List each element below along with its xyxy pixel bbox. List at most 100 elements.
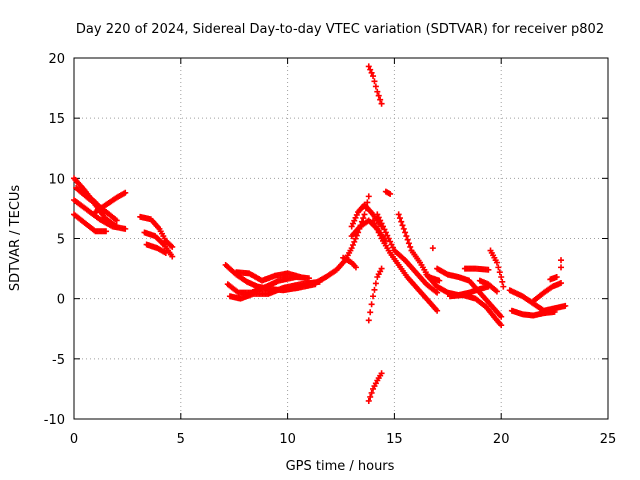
y-tick-label: -5: [52, 353, 65, 368]
data-point: [498, 313, 505, 320]
data-point: [495, 264, 502, 271]
data-point: [385, 235, 392, 242]
data-point: [100, 209, 107, 216]
data-point: [400, 225, 407, 232]
data-point: [429, 245, 436, 252]
data-point: [377, 232, 384, 239]
data-point: [378, 370, 385, 377]
data-point: [498, 274, 505, 281]
data-point: [377, 217, 384, 224]
data-point: [162, 249, 169, 256]
y-tick-label: 5: [57, 233, 65, 248]
data-point: [499, 278, 506, 285]
x-tick-label: 20: [493, 432, 510, 447]
data-point: [378, 265, 385, 272]
data-point: [371, 78, 378, 85]
data-point: [371, 220, 378, 227]
data-point: [103, 228, 110, 235]
data-point: [351, 238, 358, 245]
y-tick-labels: -10 -5 0 5 10 15 20: [44, 52, 65, 428]
data-point: [398, 218, 405, 225]
data-point: [387, 190, 394, 197]
data-point: [368, 301, 375, 308]
y-tick-label: 15: [48, 112, 65, 127]
data-point: [374, 226, 381, 233]
data-point: [384, 232, 391, 239]
data-point: [370, 293, 377, 300]
data-point: [371, 286, 378, 293]
data-point: [365, 63, 372, 70]
y-tick-label: -10: [44, 413, 65, 428]
data-point: [558, 264, 565, 271]
data-point: [113, 217, 120, 224]
data-point: [368, 69, 375, 76]
data-point: [375, 92, 382, 99]
data-point: [436, 277, 443, 284]
data-point: [381, 226, 388, 233]
x-tick-label: 5: [177, 432, 185, 447]
data-point: [562, 302, 569, 309]
data-point: [122, 225, 129, 232]
data-point: [370, 217, 377, 224]
data-point: [297, 274, 304, 281]
chart-title: Day 220 of 2024, Sidereal Day-to-day VTE…: [76, 22, 604, 37]
data-point: [434, 289, 441, 296]
data-point: [493, 259, 500, 266]
data-point: [558, 280, 565, 287]
data-point: [367, 66, 374, 73]
data-point: [360, 215, 367, 222]
data-point: [389, 244, 396, 251]
data-point: [498, 322, 505, 329]
data-point: [496, 269, 503, 276]
data-point: [374, 88, 381, 95]
data-point: [407, 243, 414, 250]
data-point: [367, 393, 374, 400]
data-point: [551, 308, 558, 315]
data-point: [402, 229, 409, 236]
data-point: [372, 83, 379, 90]
data-point: [493, 288, 500, 295]
data-point: [380, 223, 387, 230]
data-point: [368, 389, 375, 396]
data-point: [348, 245, 355, 252]
data-point: [352, 264, 359, 271]
data-point: [395, 211, 402, 218]
data-point: [361, 211, 368, 218]
data-point: [372, 280, 379, 287]
y-tick-label: 10: [48, 172, 65, 187]
data-point: [434, 307, 441, 314]
data-point: [388, 241, 395, 248]
data-point: [405, 240, 412, 247]
data-point: [365, 193, 372, 200]
data-point: [169, 243, 176, 250]
data-point: [372, 223, 379, 230]
data-point: [500, 283, 507, 290]
y-tick-label: 20: [48, 52, 65, 67]
data-point: [403, 233, 410, 240]
data-point: [382, 229, 389, 236]
data-point: [352, 235, 359, 242]
data-point: [169, 253, 176, 260]
data-point: [370, 73, 377, 80]
data-point: [349, 241, 356, 248]
data-point: [367, 309, 374, 316]
x-tick-label: 15: [386, 432, 403, 447]
data-point: [378, 220, 385, 227]
data-point: [396, 215, 403, 222]
x-tick-label: 10: [279, 432, 296, 447]
y-axis-label: SDTVAR / TECUs: [8, 185, 23, 292]
data-points: [71, 63, 569, 404]
data-point: [375, 229, 382, 236]
data-point: [399, 222, 406, 229]
data-point: [387, 238, 394, 245]
data-point: [375, 214, 382, 221]
data-point: [122, 189, 129, 196]
data-point: [365, 317, 372, 324]
data-point: [553, 274, 560, 281]
x-tick-label: 25: [600, 432, 617, 447]
data-point: [378, 100, 385, 107]
y-tick-label: 0: [57, 293, 65, 308]
data-point: [558, 257, 565, 264]
data-point: [377, 96, 384, 103]
